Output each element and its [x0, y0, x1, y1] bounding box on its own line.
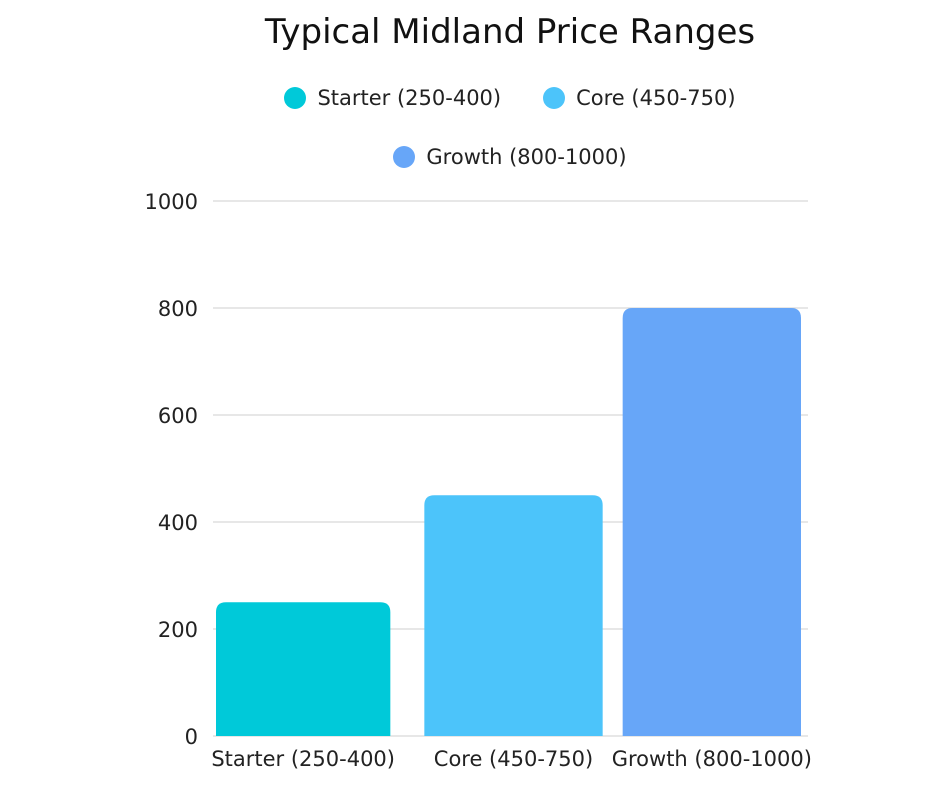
y-tick-label: 1000 [145, 190, 198, 214]
bar-3 [622, 308, 801, 736]
legend-label-core: Core (450-750) [576, 86, 736, 110]
x-category-label: Growth (800-1000) [612, 747, 812, 771]
bars [216, 308, 801, 736]
legend-label-growth: Growth (800-1000) [426, 145, 627, 169]
chart-title: Typical Midland Price Ranges [264, 12, 756, 52]
y-tick-label: 800 [158, 297, 198, 321]
y-tick-label: 200 [158, 618, 198, 642]
x-category-label: Starter (250-400) [211, 747, 395, 771]
legend-swatch-core [543, 87, 566, 109]
legend-item-growth: Growth (800-1000) [393, 145, 627, 169]
legend-item-core: Core (450-750) [543, 86, 736, 110]
y-tick-label: 400 [158, 511, 198, 535]
bar-2 [424, 495, 603, 736]
x-axis-categories: Starter (250-400) Core (450-750) Growth (8… [211, 747, 812, 771]
bar-1 [216, 602, 391, 736]
legend-item-starter: Starter (250-400) [284, 86, 501, 110]
legend-swatch-starter [284, 87, 307, 109]
y-tick-label: 0 [185, 725, 198, 749]
x-category-label: Core (450-750) [434, 747, 593, 771]
legend-swatch-growth [393, 146, 416, 168]
y-axis-ticks: 0 200 400 600 800 1000 [145, 190, 198, 749]
legend-row-2: Growth (800-1000) [0, 145, 940, 169]
legend-row-1: Starter (250-400) Core (450-750) [0, 86, 940, 110]
legend-label-starter: Starter (250-400) [317, 86, 502, 110]
y-tick-label: 600 [158, 404, 198, 428]
